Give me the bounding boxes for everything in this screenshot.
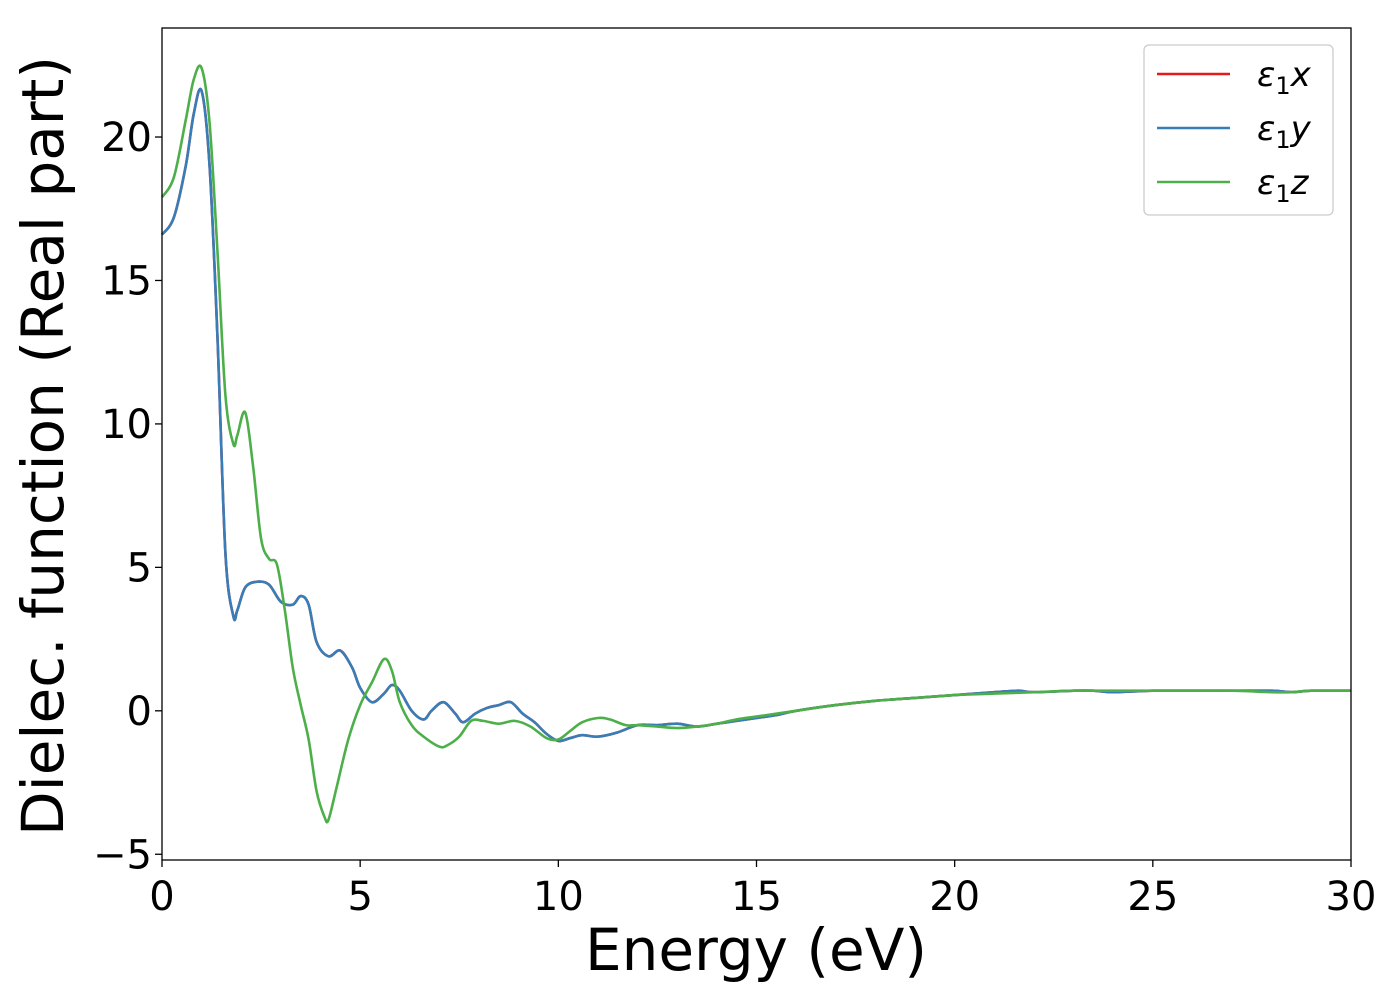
x-axis-title: Energy (eV) bbox=[585, 916, 927, 984]
legend-label-z: ε1z bbox=[1257, 163, 1310, 208]
series-line-y bbox=[160, 87, 1352, 743]
x-tick-label: 25 bbox=[1127, 874, 1178, 920]
x-tick-label: 0 bbox=[149, 874, 174, 920]
y-axis-title: Dielec. function (Real part) bbox=[9, 56, 77, 836]
y-tick-label: 15 bbox=[101, 258, 152, 304]
legend: ε1x ε1y ε1z bbox=[1143, 44, 1334, 216]
y-tick-label: 5 bbox=[127, 545, 152, 591]
y-tick-label: −5 bbox=[93, 832, 152, 878]
y-tick-label: 10 bbox=[101, 402, 152, 448]
x-tick-label: 10 bbox=[533, 874, 584, 920]
x-tick-label: 20 bbox=[929, 874, 980, 920]
y-tick-label: 20 bbox=[101, 115, 152, 161]
x-tick-label: 15 bbox=[731, 874, 782, 920]
legend-label-x: ε1x bbox=[1257, 55, 1312, 100]
legend-frame bbox=[1143, 44, 1334, 216]
series-layer bbox=[160, 64, 1352, 824]
x-tick-label: 5 bbox=[347, 874, 372, 920]
series-line-z bbox=[160, 64, 1352, 824]
y-axis-ticks: −5 0 5 10 15 20 bbox=[93, 115, 162, 878]
x-axis-ticks: 0 5 10 15 20 25 30 bbox=[149, 860, 1376, 920]
x-tick-label: 30 bbox=[1326, 874, 1377, 920]
y-tick-label: 0 bbox=[127, 689, 152, 735]
legend-label-y: ε1y bbox=[1257, 109, 1312, 154]
